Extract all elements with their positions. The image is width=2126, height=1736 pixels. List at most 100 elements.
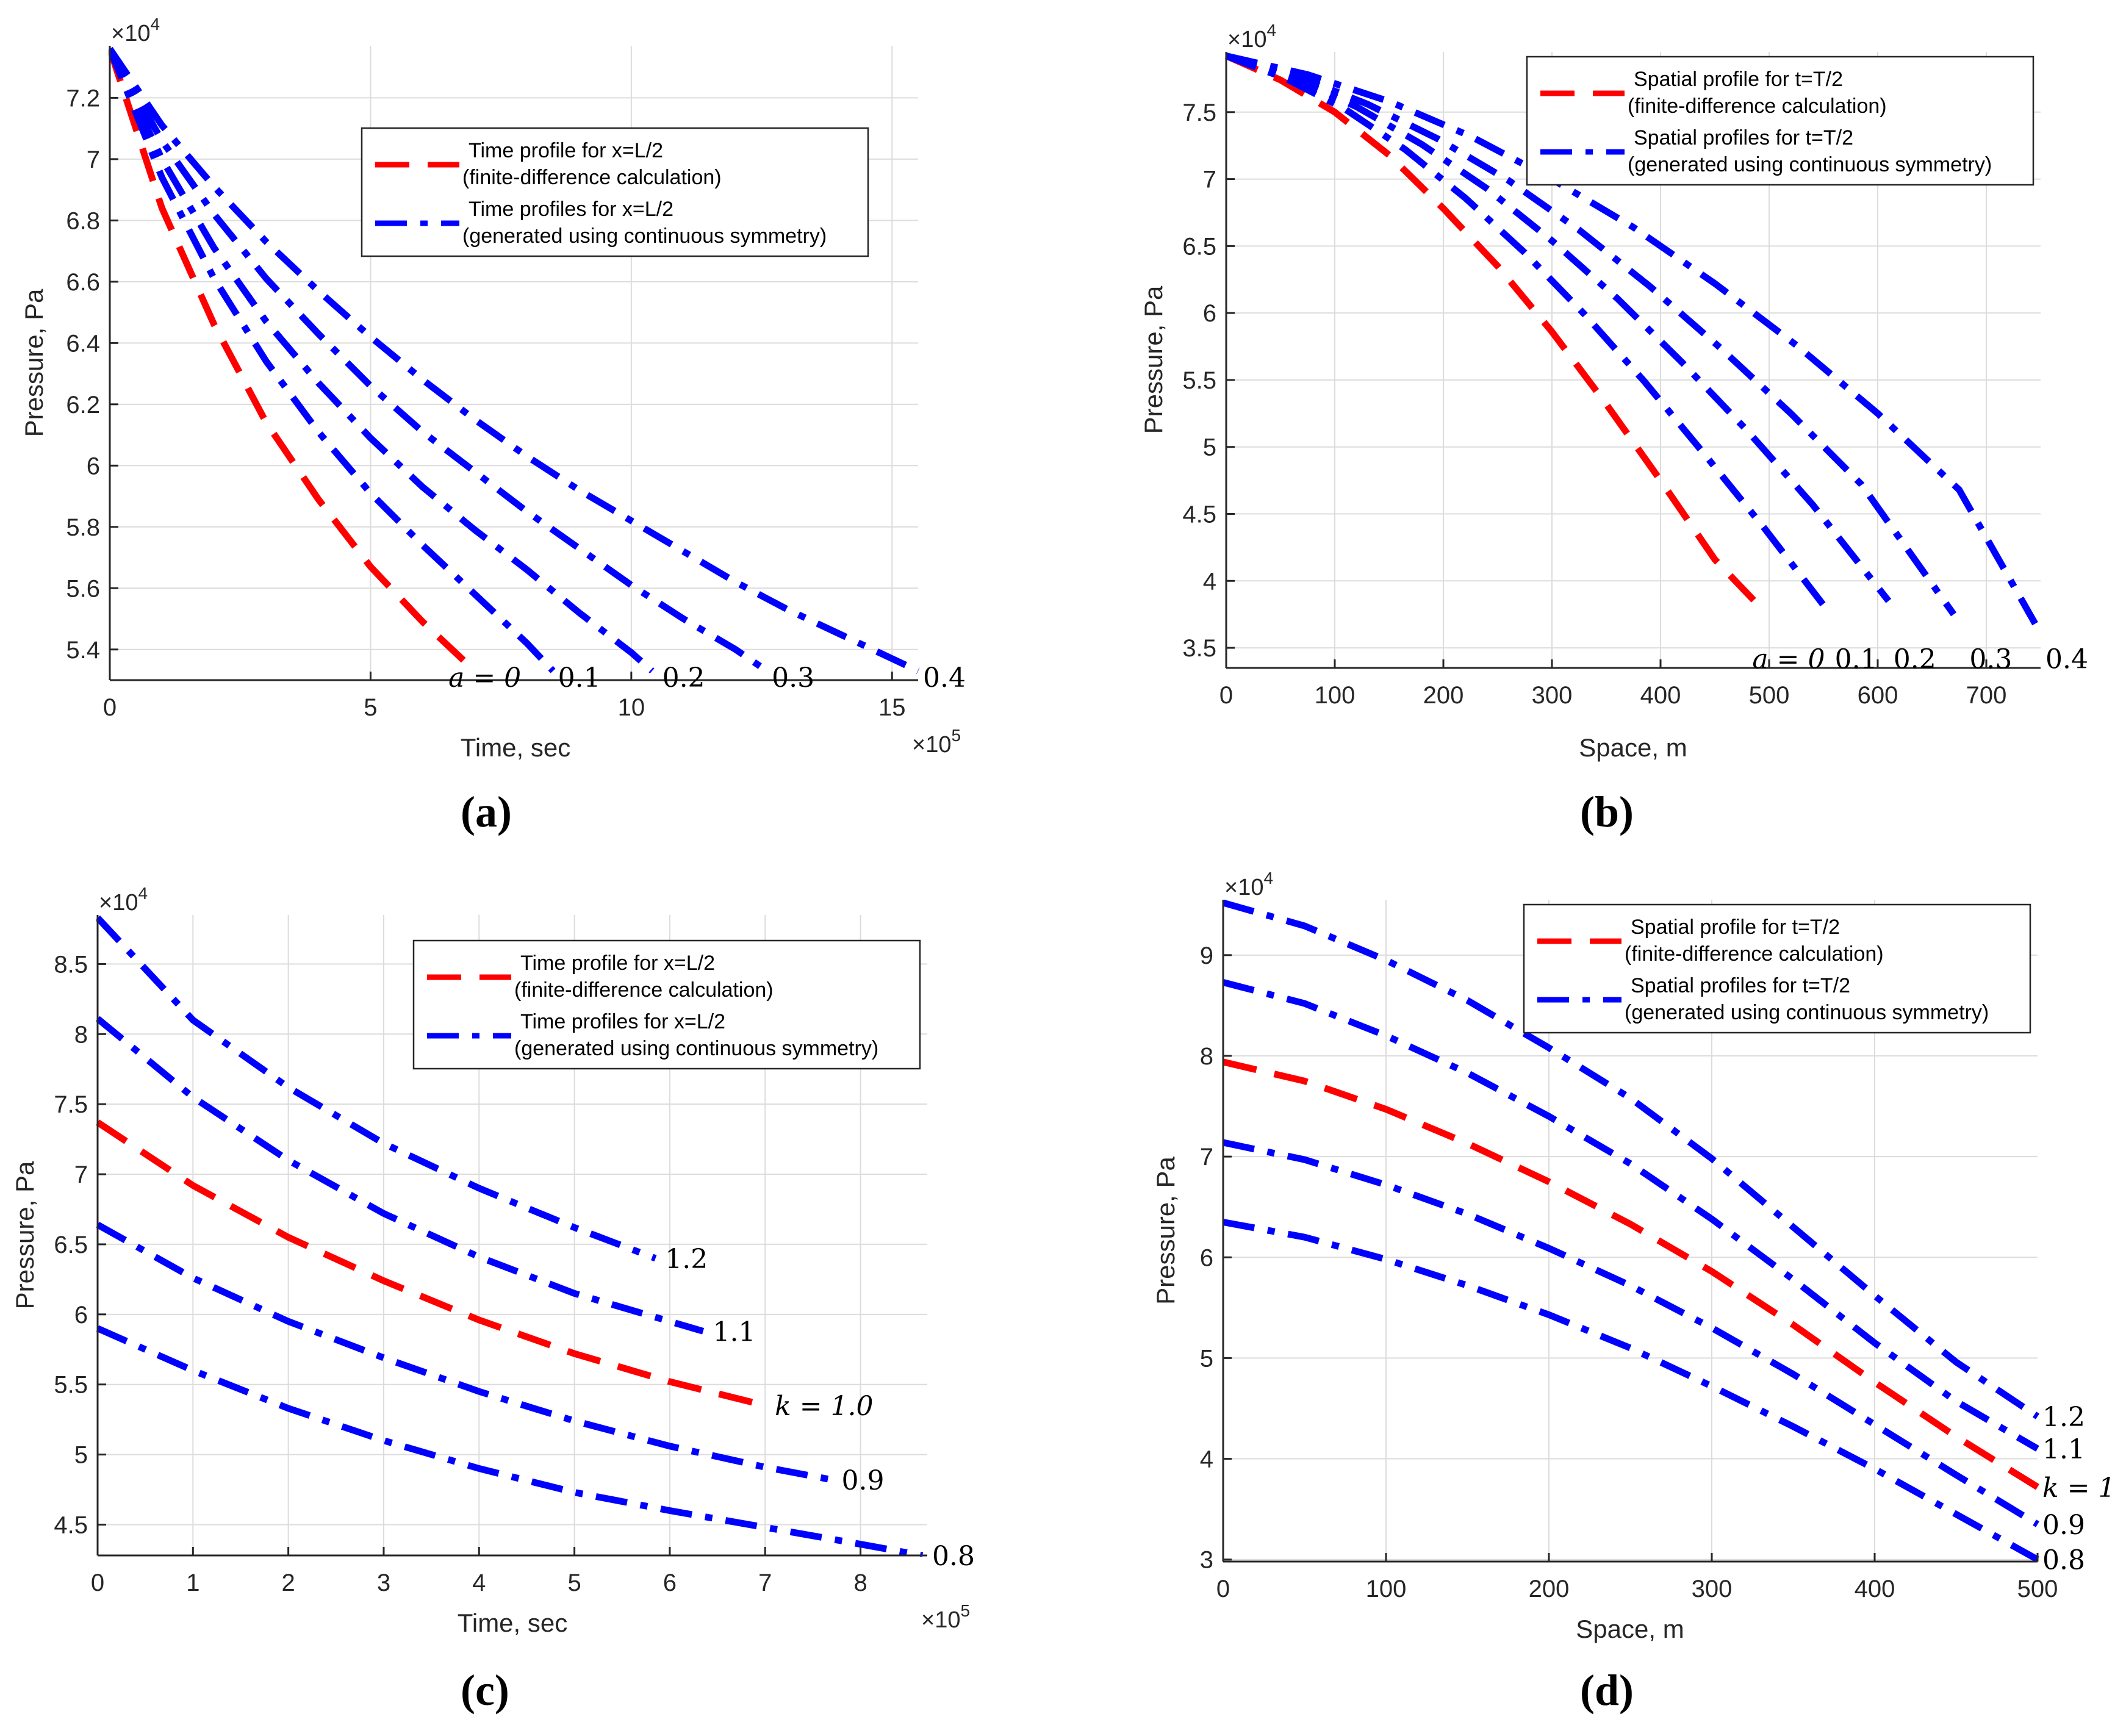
y-tick-label: 4.5: [54, 1512, 88, 1538]
legend-entry-text: Time profiles for x=L/2: [520, 1010, 725, 1033]
x-tick-label: 100: [1366, 1576, 1407, 1602]
legend-entry-text: Time profile for x=L/2: [469, 139, 663, 162]
series-1.2-line: [96, 915, 657, 1262]
curve-label: 0.4: [2045, 644, 2088, 675]
chart-c: 0 1 2 3 4 5 6 7 8 4.5 5 5.5 6 6.5 7 7.5 8 8.5 Time, sec Pre…: [10, 915, 975, 1637]
series-0.4-line: [109, 46, 920, 674]
x-axis-label: Space, m: [1579, 733, 1687, 762]
y-tick-label: 7.5: [54, 1091, 88, 1118]
curve-label: 0.4: [923, 662, 966, 694]
legend-box: [361, 127, 869, 257]
curve-label: 0.2: [1894, 644, 1936, 675]
x-multiplier-label: ×105: [912, 726, 961, 758]
legend-entry-text: (generated using continuous symmetry): [462, 224, 827, 248]
y-tick-label: 7: [74, 1161, 88, 1188]
panel-label-b: (b): [1580, 787, 1634, 836]
series-0.8-line: [1222, 1219, 2039, 1563]
series-group: [1222, 899, 2040, 1563]
curve-label: 0.9: [841, 1465, 884, 1496]
y-multiplier-label: ×104: [99, 884, 148, 916]
series-0.2-line: [109, 47, 655, 674]
y-tick-label: 8: [74, 1021, 88, 1048]
y-tick-label: 7: [1200, 1144, 1213, 1171]
legend-entry-text: (finite-difference calculation): [462, 166, 722, 189]
legend-box: [412, 939, 921, 1070]
legend-entry-text: Time profiles for x=L/2: [469, 198, 673, 221]
x-tick-label: 300: [1532, 682, 1573, 709]
series-0.8-line: [96, 1325, 924, 1557]
y-tick-label: 7: [87, 146, 100, 173]
y-tick-label: 3: [1200, 1547, 1213, 1574]
y-tick-label: 5.5: [1182, 367, 1216, 394]
series-1.1-line: [96, 1016, 705, 1335]
curve-label: 1.1: [713, 1316, 755, 1347]
legend-box: [1526, 56, 2034, 186]
y-tick-label: 3.5: [1182, 635, 1216, 662]
y-axis-label: Pressure, Pa: [1151, 1156, 1180, 1304]
x-tick-label: 600: [1858, 682, 1898, 709]
series-1.1-line: [1222, 979, 2039, 1452]
series-1.2-line: [1222, 899, 2040, 1419]
y-multiplier-label: ×104: [1227, 21, 1276, 52]
x-tick-label: 1: [186, 1569, 199, 1596]
legend-entry-text: Spatial profile for t=T/2: [1631, 916, 1840, 939]
x-tick-label: 300: [1692, 1576, 1733, 1602]
curve-label: k = 1.0: [775, 1391, 873, 1422]
y-tick-label: 6.5: [54, 1232, 88, 1258]
series-k-1.0-line: [96, 1119, 766, 1409]
x-axis-label: Time, sec: [461, 733, 570, 762]
legend: Spatial profile for t=T/2 (finite-differe…: [1523, 903, 2031, 1034]
y-tick-label: 6.5: [1182, 233, 1216, 260]
x-tick-label: 10: [618, 694, 645, 721]
legend-entry-text: (generated using continuous symmetry): [514, 1037, 878, 1060]
legend-entry-text: (finite-difference calculation): [514, 978, 774, 1002]
legend: Spatial profile for t=T/2 (finite-differe…: [1526, 56, 2034, 186]
curve-label: 0.3: [1969, 644, 2012, 675]
legend: Time profile for x=L/2 (finite-difference…: [361, 127, 869, 257]
y-tick-label: 5.8: [66, 514, 100, 541]
panel-label-d: (d): [1580, 1666, 1634, 1715]
curve-label: 0.8: [932, 1541, 975, 1572]
y-tick-label: 4.5: [1182, 501, 1216, 528]
x-tick-label: 100: [1315, 682, 1356, 709]
y-tick-label: 6: [1200, 1244, 1213, 1271]
legend-entry-text: Spatial profiles for t=T/2: [1631, 974, 1850, 997]
y-tick-label: 8.5: [54, 951, 88, 978]
y-tick-label: 8: [1200, 1043, 1213, 1070]
y-tick-label: 5.5: [54, 1372, 88, 1399]
series-group: [96, 915, 924, 1557]
y-tick-label: 7.2: [66, 85, 100, 112]
y-axis-label: Pressure, Pa: [20, 289, 48, 437]
y-tick-label: 5: [74, 1442, 88, 1469]
legend: Time profile for x=L/2 (finite-difference…: [412, 939, 921, 1070]
y-axis-label: Pressure, Pa: [10, 1161, 39, 1309]
legend-entry-text: Time profile for x=L/2: [520, 952, 715, 975]
chart-b: 0 100 200 300 400 500 600 700 3.5 4 4.5 5 5.5 6 6.5 7 7.…: [1139, 52, 2088, 762]
x-tick-label: 5: [567, 1569, 581, 1596]
y-multiplier-label: ×104: [111, 15, 160, 46]
x-tick-label: 7: [758, 1569, 772, 1596]
series-0.9-line: [1222, 1139, 2039, 1527]
x-tick-label: 700: [1966, 682, 2007, 709]
y-tick-label: 6.6: [66, 269, 100, 296]
curve-label: k = 1: [2042, 1472, 2116, 1504]
x-tick-label: 5: [364, 694, 377, 721]
legend-entry-text: (finite-difference calculation): [1628, 95, 1887, 118]
panel-label-c: (c): [461, 1666, 509, 1715]
x-axis-label: Space, m: [1576, 1615, 1684, 1643]
x-tick-label: 0: [1216, 1576, 1230, 1602]
series-0.4-line: [1225, 52, 2038, 626]
series-group: [109, 46, 920, 674]
series-0.9-line: [96, 1221, 833, 1483]
y-tick-label: 6.8: [66, 207, 100, 234]
curve-label: 0.9: [2042, 1510, 2085, 1541]
legend-entry-text: (finite-difference calculation): [1625, 942, 1884, 966]
x-tick-label: 0: [1219, 682, 1233, 709]
y-tick-label: 6.4: [66, 330, 100, 357]
x-tick-label: 0: [91, 1569, 104, 1596]
x-tick-label: 6: [663, 1569, 677, 1596]
curve-label: 0.2: [663, 662, 705, 694]
x-tick-label: 400: [1855, 1576, 1895, 1602]
y-tick-label: 4: [1203, 568, 1216, 595]
legend-entry-text: (generated using continuous symmetry): [1628, 153, 1992, 176]
